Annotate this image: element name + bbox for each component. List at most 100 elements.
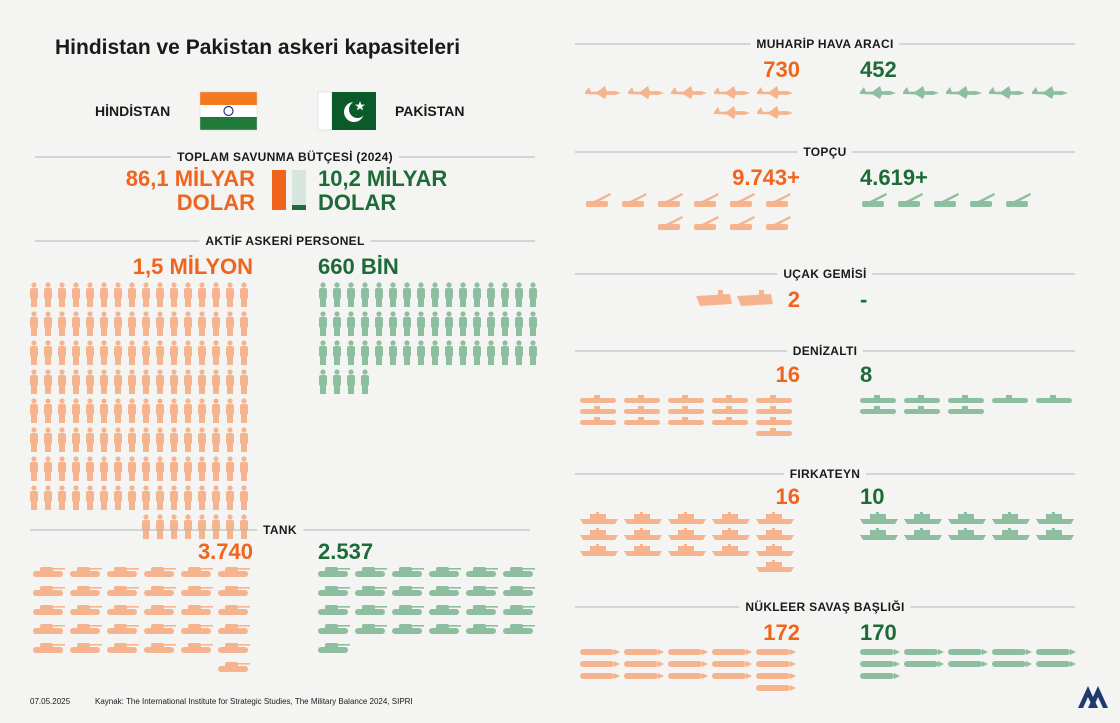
soldier-icon — [198, 340, 206, 365]
soldier-icon — [100, 427, 108, 452]
frigate-icon — [948, 512, 986, 524]
missile-icon — [756, 649, 796, 655]
soldier-icon — [142, 427, 150, 452]
soldier-icon — [240, 514, 248, 539]
soldier-icon — [403, 311, 411, 336]
soldier-icon — [142, 514, 150, 539]
tank-icon — [107, 624, 139, 634]
frigate-icon — [668, 544, 706, 556]
soldier-icon — [184, 514, 192, 539]
artillery-icon — [622, 193, 647, 207]
sub-icon — [712, 406, 748, 414]
soldier-icon — [226, 340, 234, 365]
soldier-icon — [473, 311, 481, 336]
soldier-icon — [170, 282, 178, 307]
soldier-icon — [240, 427, 248, 452]
tank-icon — [503, 586, 535, 596]
date: 07.05.2025 — [30, 697, 71, 706]
soldier-icon — [72, 485, 80, 510]
tank-icon — [107, 586, 139, 596]
tank-icon — [355, 605, 387, 615]
soldier-icon — [389, 311, 397, 336]
missile-icon — [580, 661, 620, 667]
soldier-icon — [389, 340, 397, 365]
tank-icon — [144, 624, 176, 634]
sub-icon — [712, 417, 748, 425]
artillery-icon — [658, 193, 683, 207]
tank-icon — [503, 624, 535, 634]
india-value: 86,1 MİLYAR DOLAR — [125, 166, 255, 215]
soldier-icon — [58, 311, 66, 336]
soldier-icon — [184, 311, 192, 336]
soldier-icon — [226, 398, 234, 423]
soldier-icon — [417, 340, 425, 365]
soldier-icon — [142, 282, 150, 307]
soldier-icon — [240, 398, 248, 423]
soldier-icon — [212, 456, 220, 481]
missile-icon — [712, 649, 752, 655]
soldier-icon — [44, 311, 52, 336]
missile-icon — [712, 661, 752, 667]
soldier-icon — [128, 340, 136, 365]
india-value: 16 — [775, 362, 800, 387]
soldier-icon — [86, 340, 94, 365]
soldier-icon — [128, 427, 136, 452]
tank-icon — [318, 586, 350, 596]
artillery-icon — [694, 193, 719, 207]
tank-icon — [107, 643, 139, 653]
sub-icon — [860, 406, 896, 414]
frigate-icon — [1036, 512, 1074, 524]
soldier-icon — [128, 398, 136, 423]
soldier-icon — [170, 514, 178, 539]
title: Hindistan ve Pakistan askeri kapasiteler… — [55, 36, 461, 59]
soldier-icon — [240, 311, 248, 336]
section-label: MUHARİP HAVA ARACI — [750, 37, 900, 51]
soldier-icon — [170, 427, 178, 452]
soldier-icon — [100, 340, 108, 365]
soldier-icon — [389, 282, 397, 307]
sub-icon — [624, 406, 660, 414]
sub-icon — [992, 395, 1028, 403]
frigate-icon — [624, 544, 662, 556]
soldier-icon — [473, 282, 481, 307]
section-label: DENİZALTI — [786, 344, 864, 358]
frigate-icon — [756, 544, 794, 556]
soldier-icon — [100, 311, 108, 336]
tank-icon — [429, 605, 461, 615]
soldier-icon — [184, 340, 192, 365]
soldier-icon — [72, 311, 80, 336]
tank-icon — [107, 605, 139, 615]
soldier-icon — [86, 485, 94, 510]
tank-icon — [355, 624, 387, 634]
soldier-icon — [515, 311, 523, 336]
soldier-icon — [212, 340, 220, 365]
frigate-icon — [860, 528, 898, 540]
missile-icon — [624, 661, 664, 667]
pakistan-flag — [317, 91, 376, 131]
tank-icon — [466, 605, 498, 615]
pakistan-value: 452 — [860, 57, 897, 82]
soldier-icon — [86, 456, 94, 481]
missile-icon — [712, 673, 752, 679]
tank-icon — [33, 624, 65, 634]
india-value: 16 — [775, 484, 800, 509]
artillery-icon — [766, 216, 791, 230]
soldier-icon — [347, 369, 355, 394]
soldier-icon — [156, 485, 164, 510]
soldier-icon — [114, 427, 122, 452]
soldier-icon — [30, 485, 38, 510]
tank-icon — [33, 605, 65, 615]
soldier-icon — [198, 427, 206, 452]
soldier-icon — [128, 282, 136, 307]
pakistan-value: 4.619+ — [860, 165, 928, 190]
soldier-icon — [459, 311, 467, 336]
soldier-icon — [170, 369, 178, 394]
tank-icon — [503, 567, 535, 577]
soldier-icon — [58, 398, 66, 423]
soldier-icon — [240, 456, 248, 481]
soldier-icon — [142, 340, 150, 365]
soldier-icon — [184, 456, 192, 481]
plane-icon — [989, 86, 1025, 99]
pakistan-value: 660 BİN — [318, 254, 399, 279]
soldier-icon — [72, 282, 80, 307]
